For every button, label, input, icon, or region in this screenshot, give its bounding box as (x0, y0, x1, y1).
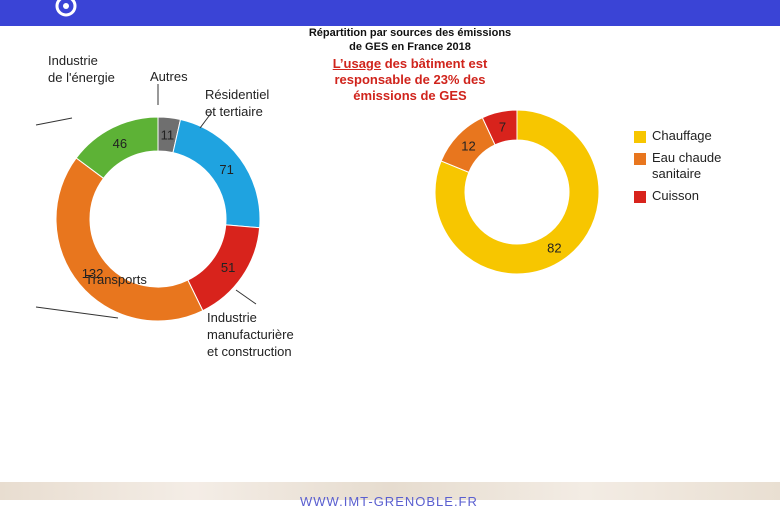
donut0-value-label-2: 51 (221, 260, 235, 275)
donut0-value-label-3: 132 (82, 266, 104, 281)
highlight-text: L’usage des bâtiment est responsable de … (290, 56, 530, 104)
donut1-slice-2 (481, 109, 518, 146)
donut0-slice-3 (55, 157, 204, 322)
label-industrie-manu-line3: et construction (207, 344, 292, 359)
label-industrie-manu-line1: Industrie (207, 310, 257, 325)
highlight-line3: émissions de GES (353, 88, 467, 103)
legend-item-eau-chaude: Eau chaude sanitaire (634, 150, 780, 182)
label-industrie-manu: Industrie manufacturière et construction (207, 309, 294, 360)
donut0-slice-4 (75, 116, 159, 180)
legend-label: Cuisson (652, 188, 699, 203)
header-bar (0, 0, 780, 26)
donut0-value-label-1: 71 (219, 162, 233, 177)
donut0-slice-1 (172, 118, 261, 229)
legend-swatch (634, 191, 646, 203)
highlight-line2: responsable de 23% des (334, 72, 486, 87)
legend-swatch (634, 131, 646, 143)
legend-label-line1: Eau chaude (652, 150, 722, 165)
label-autres: Autres (150, 69, 188, 84)
highlight-underlined: L’usage (332, 56, 382, 71)
logo-icon (55, 0, 77, 17)
donut1-value-label-1: 12 (461, 139, 475, 154)
label-residentiel: Résidentiel et tertiaire (205, 86, 269, 120)
legend-label: Chauffage (652, 128, 712, 143)
label-energie-line1: Industrie (48, 53, 98, 68)
highlight-line1: des bâtiment est (381, 56, 488, 71)
page-title: Répartition par sources des émissions de… (280, 26, 540, 54)
leader-energie (35, 117, 73, 126)
donut1-value-label-0: 82 (547, 241, 561, 256)
legend-item-cuisson: Cuisson (634, 188, 780, 204)
page-title-line1: Répartition par sources des émissions (308, 27, 512, 39)
label-industrie-manu-line2: manufacturière (207, 327, 294, 342)
label-transports: Transports (85, 272, 147, 287)
leader-residentiel (199, 111, 213, 129)
legend-swatch (634, 153, 646, 165)
donut0-value-label-4: 46 (113, 136, 127, 151)
label-residentiel-line1: Résidentiel (205, 87, 270, 102)
page-title-line2: de GES en France 2018 (349, 41, 471, 53)
legend-label-line2: sanitaire (652, 166, 702, 181)
leader-industrie-manu (235, 289, 257, 305)
donut0-value-label-0: 11 (161, 128, 175, 143)
donut1-value-label-2: 7 (499, 120, 506, 135)
label-energie: Industrie de l'énergie (48, 52, 115, 86)
footer-bar (0, 482, 780, 500)
footer-link[interactable]: WWW.IMT-GRENOBLE.FR (300, 494, 478, 509)
label-energie-line2: de l'énergie (48, 70, 115, 85)
legend-item-chauffage: Chauffage (634, 128, 780, 144)
legend: Chauffage Eau chaude sanitaire Cuisson (634, 128, 780, 210)
label-residentiel-line2: et tertiaire (205, 104, 263, 119)
donut1-slice-0 (434, 109, 600, 275)
leader-transports (35, 306, 119, 319)
